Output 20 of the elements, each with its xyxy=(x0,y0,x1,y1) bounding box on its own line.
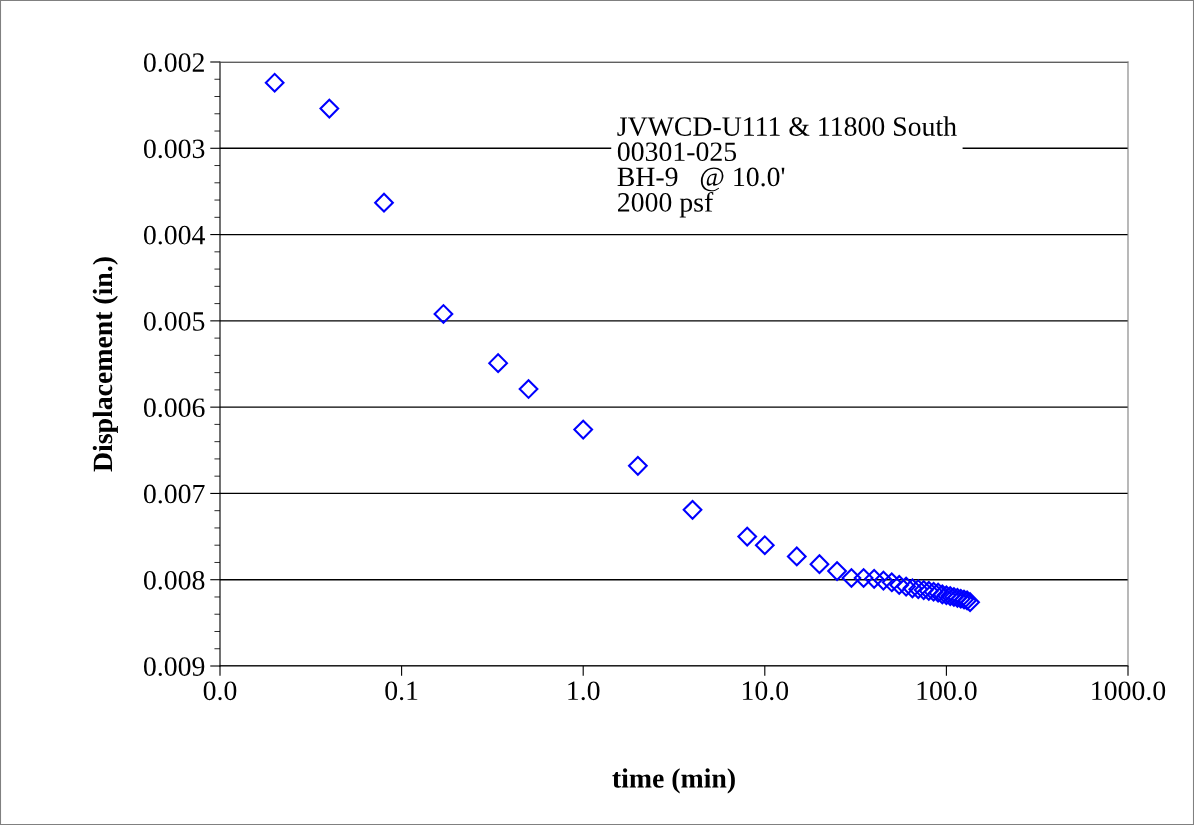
x-tick-label: 10.0 xyxy=(742,681,789,701)
y-tick-label: 0.004 xyxy=(143,225,205,245)
x-axis-title: time (min) xyxy=(612,768,735,794)
x-tick-label: 1000.0 xyxy=(1092,681,1166,701)
y-tick-label: 0.007 xyxy=(143,484,205,504)
y-tick-label: 0.002 xyxy=(143,53,204,73)
x-tick-label: 1.0 xyxy=(568,681,600,701)
y-axis-title: Displacement (in.) xyxy=(92,257,118,472)
x-tick-label: 0.1 xyxy=(385,681,418,701)
annotation: 2000 psf xyxy=(618,191,714,218)
y-tick-label: 0.008 xyxy=(143,570,205,590)
annotation: 00301-025 xyxy=(617,142,737,162)
x-tick-label: 0.0 xyxy=(203,681,237,701)
annotation: BH-9 @ 10.0' xyxy=(617,167,785,192)
y-tick-label: 0.003 xyxy=(143,139,205,159)
y-tick-label: 0.006 xyxy=(143,398,205,418)
annotation: JVWCD-U111 & 11800 South xyxy=(617,116,957,137)
y-tick-label: 0.009 xyxy=(143,657,205,677)
y-tick-label: 0.005 xyxy=(143,312,205,331)
x-tick-label: 100.0 xyxy=(917,681,977,701)
